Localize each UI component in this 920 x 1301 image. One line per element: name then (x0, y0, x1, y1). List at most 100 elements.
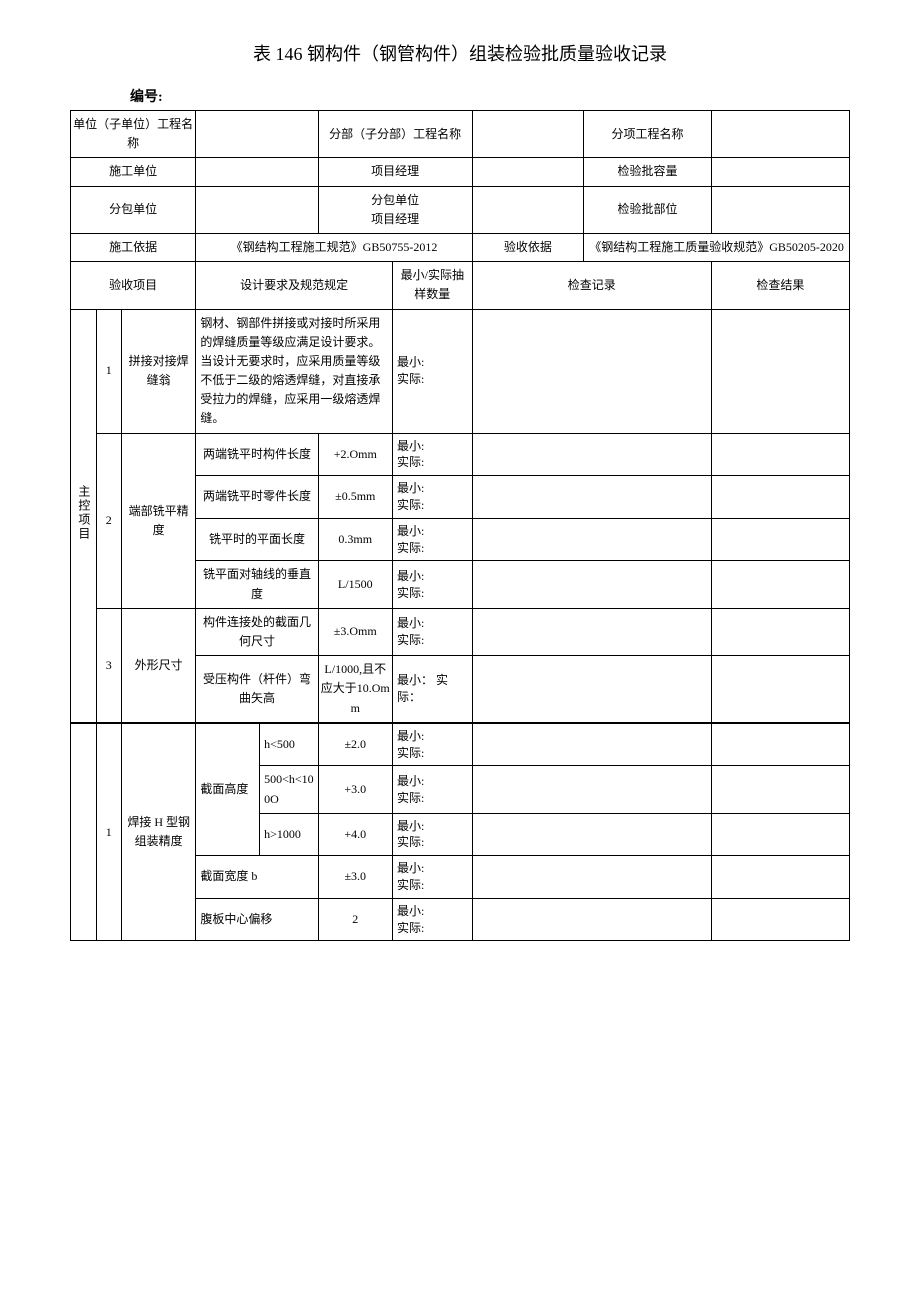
val-acceptance-basis: 《钢结构工程施工质量验收规范》GB50205-2020 (584, 233, 850, 261)
val-subcontractor (196, 186, 318, 233)
main-control-label: 主控项目 (71, 309, 97, 723)
g1-r1-sub: h<500 (260, 723, 318, 766)
m2-r2-label: 两端铣平时零件长度 (196, 476, 318, 519)
m2-r1-val: +2.Omm (318, 433, 392, 476)
label-batch-capacity: 检验批容量 (584, 158, 712, 186)
g1-r2-sub: 500<h<100O (260, 766, 318, 813)
form-number-label: 编号: (70, 86, 850, 106)
val-unit-project (196, 111, 318, 158)
m3-r2-minact: 最小： 实际： (392, 656, 472, 723)
g1-r1-val: ±2.0 (318, 723, 392, 766)
g1-r3-sub: h>1000 (260, 813, 318, 856)
g1-r2-record (472, 766, 711, 813)
m3-idx: 3 (96, 608, 122, 722)
m2-r3-result (711, 518, 849, 561)
label-check-result: 检查结果 (711, 262, 849, 309)
g1-r5-result (711, 898, 849, 941)
g1-r1-minact: 最小: 实际: (392, 723, 472, 766)
label-design-req: 设计要求及规范规定 (196, 262, 393, 309)
m1-name: 拼接对接焊缝翁 (122, 309, 196, 433)
label-item-project: 分项工程名称 (584, 111, 712, 158)
m3-r2-result (711, 656, 849, 723)
g1-r1-result (711, 723, 849, 766)
m2-r4-minact: 最小: 实际: (392, 561, 472, 608)
g1-r2-minact: 最小: 实际: (392, 766, 472, 813)
m2-r3-minact: 最小: 实际: (392, 518, 472, 561)
m2-r2-record (472, 476, 711, 519)
g1-r3-result (711, 813, 849, 856)
val-construction-unit (196, 158, 318, 186)
m3-r1-label: 构件连接处的截面几何尺寸 (196, 608, 318, 655)
g1-r5-label: 腹板中心偏移 (196, 898, 318, 941)
label-unit-project: 单位（子单位）工程名称 (71, 111, 196, 158)
g1-r4-minact: 最小: 实际: (392, 856, 472, 899)
val-batch-capacity (711, 158, 849, 186)
label-sample-qty: 最小/实际抽样数量 (392, 262, 472, 309)
m2-r2-result (711, 476, 849, 519)
m2-r4-result (711, 561, 849, 608)
m1-result (711, 309, 849, 433)
m2-r3-label: 铣平时的平面长度 (196, 518, 318, 561)
val-construction-basis: 《钢结构工程施工规范》GB50755-2012 (196, 233, 472, 261)
val-item-project (711, 111, 849, 158)
m1-record (472, 309, 711, 433)
m3-r2-label: 受压构件（杆件）弯曲矢高 (196, 656, 318, 723)
g1-r1-record (472, 723, 711, 766)
m2-r1-record (472, 433, 711, 476)
m3-r1-minact: 最小: 实际: (392, 608, 472, 655)
val-batch-location (711, 186, 849, 233)
g1-r5-val: 2 (318, 898, 392, 941)
general-label (71, 723, 97, 941)
g1-r2-val: +3.0 (318, 766, 392, 813)
inspection-table: 单位（子单位）工程名称 分部（子分部）工程名称 分项工程名称 施工单位 项目经理… (70, 110, 850, 941)
g1-r3-minact: 最小: 实际: (392, 813, 472, 856)
m2-idx: 2 (96, 433, 122, 608)
m2-r4-label: 铣平面对轴线的垂直度 (196, 561, 318, 608)
page-title: 表 146 钢构件（钢管构件）组装检验批质量验收记录 (70, 40, 850, 66)
m2-r1-label: 两端铣平时构件长度 (196, 433, 318, 476)
m2-r1-minact: 最小: 实际: (392, 433, 472, 476)
val-sub-project (472, 111, 584, 158)
m1-idx: 1 (96, 309, 122, 433)
m3-r1-val: ±3.Omm (318, 608, 392, 655)
m2-name: 端部铣平精度 (122, 433, 196, 608)
label-subcontractor: 分包单位 (71, 186, 196, 233)
label-inspection-item: 验收项目 (71, 262, 196, 309)
g1-name: 焊接 H 型钢组装精度 (122, 723, 196, 941)
m1-minact: 最小: 实际: (392, 309, 472, 433)
m2-r1-result (711, 433, 849, 476)
label-construction-basis: 施工依据 (71, 233, 196, 261)
m3-r1-result (711, 608, 849, 655)
g1-r5-minact: 最小: 实际: (392, 898, 472, 941)
label-sub-pm: 分包单位 项目经理 (318, 186, 472, 233)
m3-r2-record (472, 656, 711, 723)
m2-r3-record (472, 518, 711, 561)
m2-r3-val: 0.3mm (318, 518, 392, 561)
m2-r4-val: L/1500 (318, 561, 392, 608)
g1-idx: 1 (96, 723, 122, 941)
m1-desc: 钢材、钢部件拼接或对接时所采用的焊缝质量等级应满足设计要求。当设计无要求时，应采… (196, 309, 393, 433)
label-project-manager: 项目经理 (318, 158, 472, 186)
val-project-manager (472, 158, 584, 186)
label-acceptance-basis: 验收依据 (472, 233, 584, 261)
g1-r5-record (472, 898, 711, 941)
g1-r2-result (711, 766, 849, 813)
m3-name: 外形尺寸 (122, 608, 196, 722)
g1-r4-result (711, 856, 849, 899)
m2-r2-minact: 最小: 实际: (392, 476, 472, 519)
g1-r4-val: ±3.0 (318, 856, 392, 899)
m2-r4-record (472, 561, 711, 608)
m2-r2-val: ±0.5mm (318, 476, 392, 519)
label-construction-unit: 施工单位 (71, 158, 196, 186)
val-sub-pm (472, 186, 584, 233)
g1-r3-val: +4.0 (318, 813, 392, 856)
label-check-record: 检查记录 (472, 262, 711, 309)
m3-r2-val: L/1000,且不应大于10.Omm (318, 656, 392, 723)
m3-r1-record (472, 608, 711, 655)
g1-r4-record (472, 856, 711, 899)
label-batch-location: 检验批部位 (584, 186, 712, 233)
g1-secheight: 截面高度 (196, 723, 260, 856)
g1-r4-label: 截面宽度 b (196, 856, 318, 899)
g1-r3-record (472, 813, 711, 856)
label-sub-project: 分部（子分部）工程名称 (318, 111, 472, 158)
